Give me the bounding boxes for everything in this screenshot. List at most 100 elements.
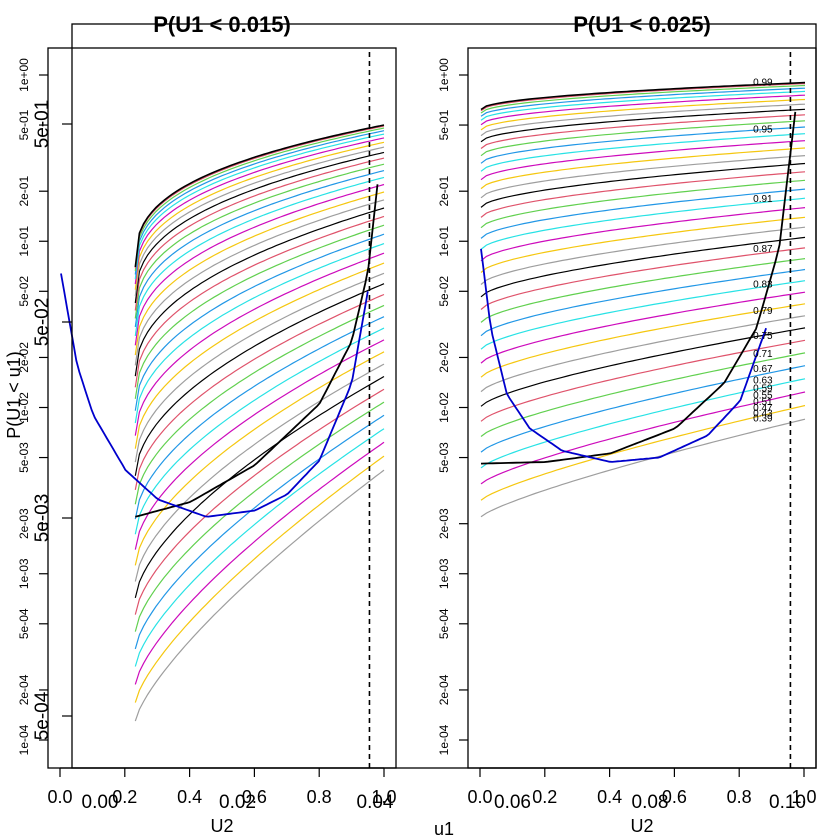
panel1-series-line (134, 191, 385, 356)
overlay-xtick-label: 0.06 (494, 792, 531, 813)
panel1-series-line (134, 127, 385, 271)
panel1-series-line (134, 224, 385, 399)
panel1-series-line (134, 351, 385, 566)
panel2-series-line (480, 258, 806, 323)
panel2-series-line (480, 188, 806, 239)
text-layer: P(U1 < 0.015) P(U1 < 0.025) U2 U2 u1 P(U… (4, 12, 817, 839)
panel1-series-line (134, 125, 385, 269)
panel2-xtick-label: 0.4 (597, 787, 622, 807)
panel2-ytick-label: 5e-03 (437, 442, 451, 473)
panel2-series-line (480, 84, 806, 114)
panel1-series-line (134, 262, 385, 449)
series-layer (60, 52, 806, 768)
panel1-series-line (134, 137, 385, 285)
panel2-ytick-label: 5e-04 (437, 608, 451, 639)
frame-layer (39, 23, 817, 777)
panel2-curve-label: 0.71 (753, 349, 773, 360)
panel2-series-line (480, 404, 806, 501)
panel1-title: P(U1 < 0.015) (153, 12, 291, 37)
panel1-series-line (134, 414, 385, 650)
panel1-ytick-label: 2e-01 (17, 176, 31, 207)
panel2-series-line (480, 120, 806, 157)
panel1-series-line (134, 170, 385, 327)
panel2-series-line (480, 339, 806, 422)
panel2-series-line (480, 291, 806, 364)
panel2-ytick-label: 1e-02 (437, 392, 451, 423)
panel1-xtick-label: 0.4 (177, 787, 202, 807)
overlay-xtick-label: 0.00 (82, 792, 119, 813)
panel2-xtick-label: 1.0 (791, 787, 816, 807)
panel1-ytick-label: 1e-03 (17, 558, 31, 589)
panel2-curve-label: 0.67 (753, 364, 773, 375)
panel2-curve-label: 0.43 (753, 409, 773, 420)
panel2-series-line (480, 81, 806, 111)
panel1-series-line (134, 455, 385, 703)
panel2-series-line (480, 365, 806, 453)
overlay-ylabel: P(U1 < u1) (4, 351, 24, 439)
panel2-ytick-label: 1e-04 (437, 724, 451, 755)
panel1-series-line (134, 339, 385, 550)
panel2-xtick-label: 0.6 (662, 787, 687, 807)
panel1-series-line (134, 183, 385, 346)
overlay-xtick-label: 0.02 (219, 792, 256, 813)
overlay-ytick-label: 5e-01 (32, 100, 53, 149)
panel2-series-line (480, 126, 806, 164)
panel2-series-line (480, 378, 806, 469)
overlay-xtick-label: 0.10 (769, 792, 806, 813)
panel1-series-line (134, 199, 385, 366)
panel2-ytick-label: 2e-04 (437, 674, 451, 705)
panel1-ytick-label: 1e+00 (17, 58, 31, 92)
panel2-title: P(U1 < 0.025) (573, 12, 711, 37)
panel2-series-line (480, 98, 806, 131)
panel2-curve-label: 0.87 (753, 244, 773, 255)
panel2-ytick-label: 5e-02 (437, 276, 451, 307)
panel2-steep-curve (480, 111, 797, 465)
panel1-series-line (134, 388, 385, 615)
panel2-series-line (480, 114, 806, 149)
panel1-ytick-label: 5e-02 (17, 276, 31, 307)
panel1-xtick-label: 1.0 (371, 787, 396, 807)
panel2-curve-label: 0.83 (753, 279, 773, 290)
panel2-series-line (480, 87, 806, 117)
panel2-xlabel: U2 (630, 816, 653, 836)
overlay-ytick-label: 5e-02 (32, 298, 53, 347)
panel2-series-line (480, 103, 806, 137)
panel2-curve-label: 0.51 (753, 397, 773, 408)
panel1-series-line (134, 469, 385, 722)
panel2-xtick-label: 0.8 (727, 787, 752, 807)
panel2-xtick-label: 0.2 (532, 787, 557, 807)
panel2-series-line (480, 94, 806, 126)
panel1-series-line (134, 293, 385, 491)
panel2-curve-label: 0.39 (753, 413, 773, 424)
panel1-series-line (134, 124, 385, 268)
panel1-series-line (134, 441, 385, 685)
panel2-series-line (480, 280, 806, 350)
panel1-ytick-label: 5e-03 (17, 442, 31, 473)
panel1-ytick-label: 5e-04 (17, 608, 31, 639)
panel1-series-line (134, 133, 385, 279)
panel2-curve-label: 0.99 (753, 78, 773, 89)
panel1-xtick-label: 0.2 (112, 787, 137, 807)
overlay-ytick-label: 5e-03 (32, 494, 53, 543)
panel2-series-line (480, 268, 806, 337)
panel1-series-line (134, 157, 385, 311)
panel2-series-line (480, 352, 806, 437)
panel1-series-line (134, 375, 385, 599)
panel2-curve-label: 0.59 (753, 384, 773, 395)
panel1-xtick-label: 0.6 (242, 787, 267, 807)
panel1-xlabel: U2 (210, 816, 233, 836)
panel1-series-line (134, 146, 385, 297)
panel1-series-line (134, 363, 385, 582)
panel1-series-line (134, 130, 385, 275)
overlay-frame (71, 23, 817, 769)
panel2-series-line (480, 83, 806, 112)
overlay-xtick-label: 0.08 (632, 792, 669, 813)
panel2-series-line (480, 179, 806, 229)
panel2-series-line (480, 90, 806, 121)
panel1-series-line (134, 141, 385, 290)
panel2-blue-curve (480, 248, 767, 463)
panel1-series-line (134, 272, 385, 463)
panel2-series-line (480, 171, 806, 218)
panel2-series-line (480, 216, 806, 273)
